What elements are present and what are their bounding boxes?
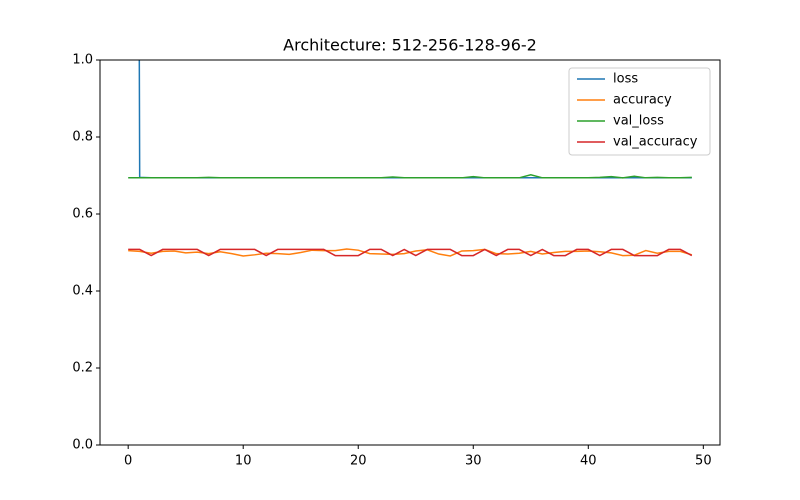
x-tick-label: 10 xyxy=(235,454,252,469)
y-tick-label: 1.0 xyxy=(72,53,93,68)
legend-label: accuracy xyxy=(613,93,672,108)
legend-label: loss xyxy=(613,72,638,87)
chart-title: Architecture: 512-256-128-96-2 xyxy=(283,36,537,55)
y-tick-label: 0.8 xyxy=(72,130,93,145)
x-tick-label: 0 xyxy=(124,454,132,469)
plot-area xyxy=(128,60,693,257)
x-tick-label: 20 xyxy=(350,454,367,469)
legend-label: val_loss xyxy=(613,114,664,129)
data-line xyxy=(128,173,692,179)
axes-frame xyxy=(99,59,721,446)
y-tick-label: 0.4 xyxy=(72,284,93,299)
y-tick-label: 0.2 xyxy=(72,361,93,376)
legend-label: val_accuracy xyxy=(613,135,698,150)
data-line xyxy=(128,248,693,257)
x-tick-label: 40 xyxy=(580,454,597,469)
x-tick-label: 30 xyxy=(465,454,482,469)
y-tick-label: 0.0 xyxy=(72,438,93,453)
legend-box xyxy=(568,67,711,156)
x-tick-label: 50 xyxy=(695,454,712,469)
y-tick-label: 0.6 xyxy=(72,207,93,222)
